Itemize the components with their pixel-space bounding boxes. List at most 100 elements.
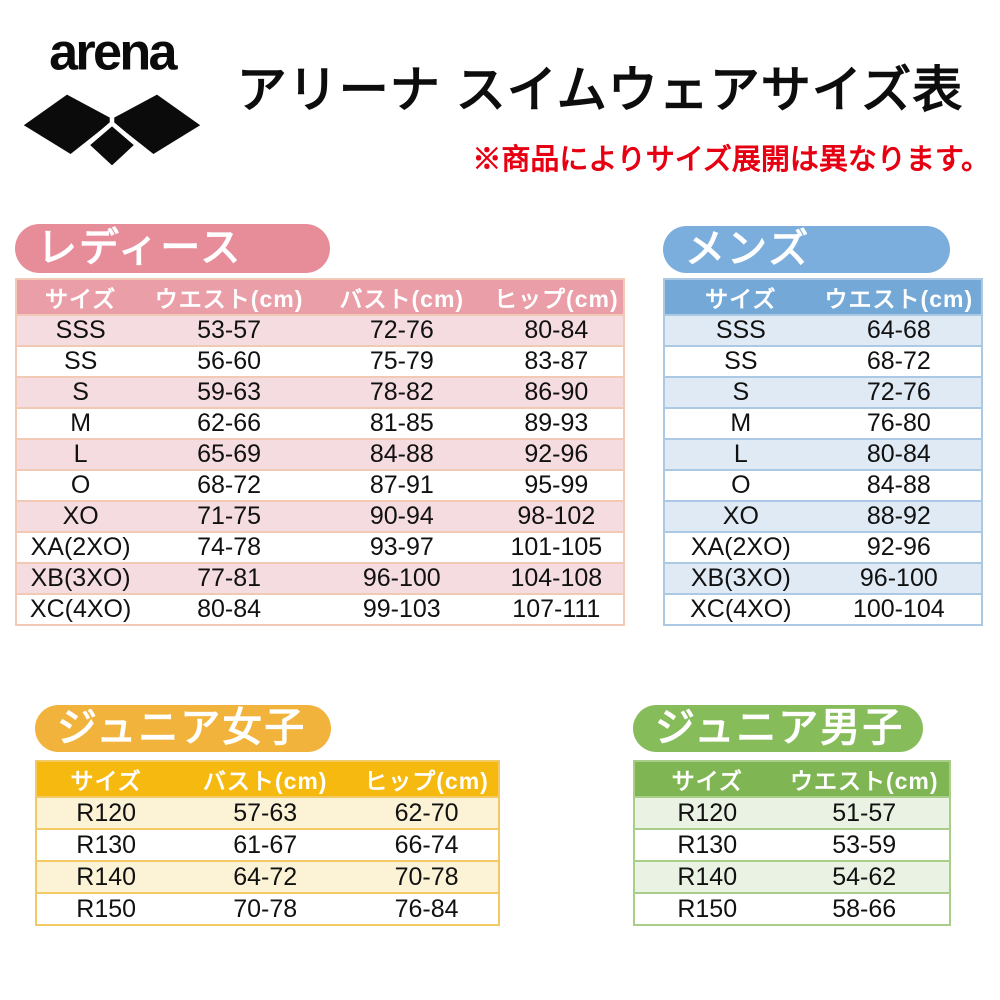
junior-boys-heading-label: ジュニア男子 bbox=[655, 706, 905, 750]
table-body: SSS 64-68 SS 68-72 S 72-76 M 76-80 L 80-84 O 84-88 X… bbox=[664, 314, 982, 626]
table-cell: S bbox=[664, 376, 817, 409]
mens-heading-label: メンズ bbox=[685, 227, 811, 271]
table-cell: XA(2XO) bbox=[664, 531, 817, 564]
mens-size-table: サイズ ウエスト(cm) SSS 64-68 SS 68-72 S 72-76 M 76-80… bbox=[663, 278, 983, 626]
table-cell: 71-75 bbox=[144, 500, 314, 533]
table-cell: L bbox=[16, 438, 145, 471]
table-row: SSS 64-68 bbox=[664, 314, 982, 347]
table-cell: R140 bbox=[36, 860, 176, 894]
table-cell: 75-79 bbox=[313, 345, 490, 378]
table-body: SSS 53-57 72-76 80-84 SS 56-60 75-79 83-87 S 59-6… bbox=[16, 314, 624, 626]
arena-diamonds-icon bbox=[23, 89, 201, 172]
table-cell: 59-63 bbox=[144, 376, 314, 409]
table-row: R120 57-63 62-70 bbox=[36, 796, 499, 830]
table-row: O 84-88 bbox=[664, 469, 982, 502]
ladies-heading-pill: レディース bbox=[15, 224, 330, 273]
table-cell: 68-72 bbox=[816, 345, 982, 378]
table-cell: XC(4XO) bbox=[664, 593, 817, 626]
table-cell: 86-90 bbox=[489, 376, 624, 409]
table-row: R140 64-72 70-78 bbox=[36, 860, 499, 894]
table-cell: 62-66 bbox=[144, 407, 314, 440]
table-cell: 84-88 bbox=[816, 469, 982, 502]
junior-boys-col-waist: ウエスト(cm) bbox=[779, 760, 950, 798]
table-cell: 92-96 bbox=[816, 531, 982, 564]
junior-boys-heading-pill: ジュニア男子 bbox=[633, 705, 923, 752]
size-variation-note: ※商品によりサイズ展開は異なります。 bbox=[472, 144, 990, 176]
page-title: アリーナ スイムウェアサイズ表 bbox=[236, 62, 964, 118]
table-cell: 88-92 bbox=[816, 500, 982, 533]
table-cell: 81-85 bbox=[313, 407, 490, 440]
table-row: SS 68-72 bbox=[664, 345, 982, 378]
table-body: R120 57-63 62-70 R130 61-67 66-74 R140 64-72 70-… bbox=[36, 796, 499, 926]
table-cell: 72-76 bbox=[313, 314, 490, 347]
table-cell: R130 bbox=[634, 828, 780, 862]
table-row: SSS 53-57 72-76 80-84 bbox=[16, 314, 624, 347]
table-row: M 76-80 bbox=[664, 407, 982, 440]
table-row: L 80-84 bbox=[664, 438, 982, 471]
junior-boys-size-table: サイズ ウエスト(cm) R120 51-57 R130 53-59 R140 54-62… bbox=[633, 760, 951, 926]
table-cell: 76-84 bbox=[355, 892, 499, 926]
table-cell: 93-97 bbox=[313, 531, 490, 564]
table-row: XB(3XO) 77-81 96-100 104-108 bbox=[16, 562, 624, 595]
table-cell: 53-59 bbox=[779, 828, 950, 862]
table-row: XA(2XO) 92-96 bbox=[664, 531, 982, 564]
table-header-row: サイズ ウエスト(cm) bbox=[634, 760, 950, 798]
table-cell: SS bbox=[16, 345, 145, 378]
table-cell: SS bbox=[664, 345, 817, 378]
table-cell: 77-81 bbox=[144, 562, 314, 595]
table-cell: 62-70 bbox=[355, 796, 499, 830]
table-cell: 90-94 bbox=[313, 500, 490, 533]
table-cell: 74-78 bbox=[144, 531, 314, 564]
table-row: SS 56-60 75-79 83-87 bbox=[16, 345, 624, 378]
table-row: R150 58-66 bbox=[634, 892, 950, 926]
mens-heading-pill: メンズ bbox=[663, 226, 950, 273]
table-row: XC(4XO) 100-104 bbox=[664, 593, 982, 626]
table-cell: 53-57 bbox=[144, 314, 314, 347]
table-cell: 51-57 bbox=[779, 796, 950, 830]
junior-girls-heading-label: ジュニア女子 bbox=[57, 706, 307, 750]
table-cell: R140 bbox=[634, 860, 780, 894]
table-cell: 100-104 bbox=[816, 593, 982, 626]
table-row: XO 71-75 90-94 98-102 bbox=[16, 500, 624, 533]
table-row: R150 70-78 76-84 bbox=[36, 892, 499, 926]
table-row: M 62-66 81-85 89-93 bbox=[16, 407, 624, 440]
arena-logo-mark-icon: arena bbox=[23, 23, 201, 172]
table-row: XC(4XO) 80-84 99-103 107-111 bbox=[16, 593, 624, 626]
table-cell: R150 bbox=[36, 892, 176, 926]
table-cell: M bbox=[664, 407, 817, 440]
table-cell: SSS bbox=[16, 314, 145, 347]
table-cell: 70-78 bbox=[355, 860, 499, 894]
table-cell: 96-100 bbox=[313, 562, 490, 595]
table-cell: R120 bbox=[634, 796, 780, 830]
table-cell: 64-68 bbox=[816, 314, 982, 347]
table-row: XB(3XO) 96-100 bbox=[664, 562, 982, 595]
section-junior-boys: ジュニア男子 サイズ ウエスト(cm) R120 51-57 R130 53-59 R1… bbox=[633, 705, 951, 945]
table-row: S 59-63 78-82 86-90 bbox=[16, 376, 624, 409]
table-cell: 78-82 bbox=[313, 376, 490, 409]
table-cell: SSS bbox=[664, 314, 817, 347]
table-header-row: サイズ ウエスト(cm) bbox=[664, 278, 982, 316]
table-cell: XO bbox=[664, 500, 817, 533]
arena-logo: arena bbox=[22, 23, 202, 178]
table-cell: XA(2XO) bbox=[16, 531, 145, 564]
table-cell: 89-93 bbox=[489, 407, 624, 440]
table-cell: 58-66 bbox=[779, 892, 950, 926]
ladies-col-size: サイズ bbox=[16, 278, 145, 316]
table-cell: 54-62 bbox=[779, 860, 950, 894]
table-cell: 64-72 bbox=[175, 860, 356, 894]
mens-col-waist: ウエスト(cm) bbox=[816, 278, 982, 316]
ladies-col-waist: ウエスト(cm) bbox=[144, 278, 314, 316]
table-cell: O bbox=[664, 469, 817, 502]
table-row: L 65-69 84-88 92-96 bbox=[16, 438, 624, 471]
table-row: O 68-72 87-91 95-99 bbox=[16, 469, 624, 502]
table-header-row: サイズ バスト(cm) ヒップ(cm) bbox=[36, 760, 499, 798]
junior-boys-col-size: サイズ bbox=[634, 760, 780, 798]
table-cell: XC(4XO) bbox=[16, 593, 145, 626]
table-row: R130 53-59 bbox=[634, 828, 950, 862]
table-cell: M bbox=[16, 407, 145, 440]
table-cell: 76-80 bbox=[816, 407, 982, 440]
table-row: XA(2XO) 74-78 93-97 101-105 bbox=[16, 531, 624, 564]
table-cell: XB(3XO) bbox=[664, 562, 817, 595]
table-cell: 98-102 bbox=[489, 500, 624, 533]
